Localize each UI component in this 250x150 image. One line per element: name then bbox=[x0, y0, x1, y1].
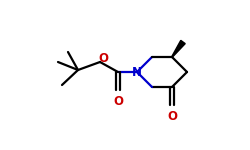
Text: O: O bbox=[113, 95, 123, 108]
Polygon shape bbox=[172, 40, 185, 57]
Text: O: O bbox=[98, 51, 108, 64]
Text: N: N bbox=[132, 66, 142, 78]
Text: O: O bbox=[167, 110, 177, 123]
